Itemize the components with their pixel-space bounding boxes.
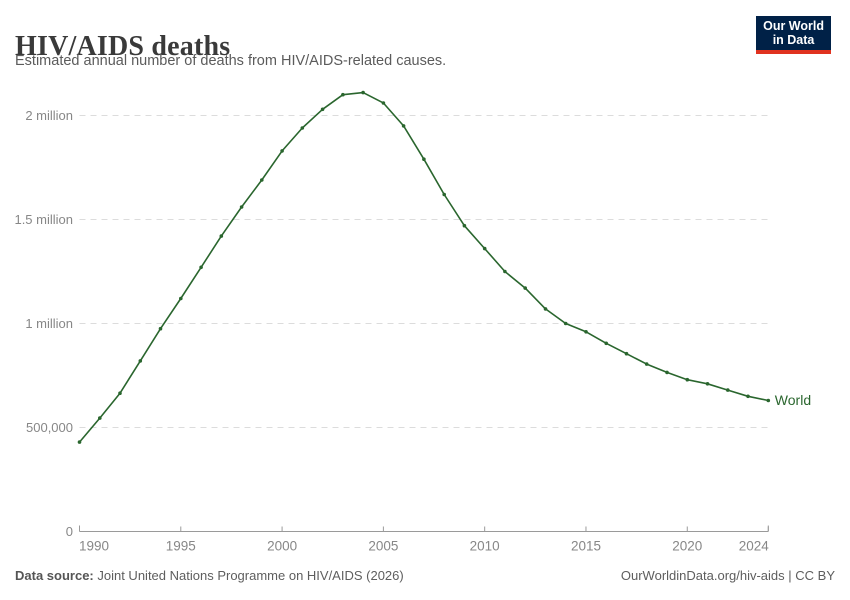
data-point-dot <box>685 377 690 382</box>
data-point-dot <box>563 321 568 326</box>
data-point-dot <box>138 359 143 363</box>
data-point-dot <box>77 440 82 444</box>
y-axis-tick-label: 0 <box>66 524 73 539</box>
data-point-dot <box>341 92 345 97</box>
data-point-dot <box>746 394 750 399</box>
owid-logo[interactable]: Our World in Data <box>756 16 831 54</box>
chart-subtitle: Estimated annual number of deaths from H… <box>15 53 447 69</box>
y-axis-tick-label: 500,000 <box>26 420 73 435</box>
data-source-note: Data source: Joint United Nations Progra… <box>15 568 404 583</box>
data-source-label: Data source: <box>15 568 94 583</box>
data-point-dot <box>543 307 548 311</box>
data-point-dot <box>158 326 163 331</box>
data-point-dot <box>523 286 527 290</box>
y-axis-tick-label: 2 million <box>25 108 73 123</box>
data-point-dot <box>219 234 224 238</box>
x-axis-tick-label: 2024 <box>739 539 770 554</box>
data-point-dot <box>239 205 244 209</box>
y-axis-tick-label: 1.5 million <box>14 212 73 227</box>
x-axis-tick-label: 2000 <box>267 539 297 554</box>
data-point-dot <box>300 126 305 130</box>
x-axis-tick-label: 2015 <box>571 539 601 554</box>
data-point-dot <box>624 351 629 356</box>
data-point-dot <box>644 362 649 366</box>
data-point-dot <box>260 178 264 182</box>
x-axis-tick-label: 2020 <box>672 539 702 554</box>
data-point-dot <box>482 246 487 251</box>
data-point-dot <box>381 101 386 105</box>
page-title: HIV/AIDS deaths <box>15 30 231 62</box>
owid-logo-line1: Our World <box>763 19 824 33</box>
data-point-dot <box>462 223 467 228</box>
series-entity-label: World <box>775 392 811 408</box>
data-source-text: Joint United Nations Programme on HIV/AI… <box>93 568 404 583</box>
data-point-dot <box>179 296 183 301</box>
data-point-dot <box>98 416 102 420</box>
x-axis-tick-label: 2010 <box>470 539 500 554</box>
footer-canonical-link[interactable]: OurWorldinData.org/hiv-aids | CC BY <box>620 568 835 583</box>
data-point-dot <box>118 391 122 396</box>
data-point-dot <box>766 398 771 403</box>
data-point-dot <box>442 192 447 197</box>
data-point-dot <box>726 388 730 392</box>
data-point-dot <box>584 330 588 334</box>
data-point-dot <box>503 269 507 274</box>
data-point-dot <box>604 341 608 346</box>
x-axis-tick-label: 2005 <box>368 539 398 554</box>
y-axis-tick-label: 1 million <box>25 316 73 331</box>
x-axis-tick-label: 1990 <box>79 539 109 554</box>
owid-logo-line2: in Data <box>772 33 815 48</box>
data-point-dot <box>422 157 426 161</box>
x-axis-tick-label: 1995 <box>166 539 196 554</box>
data-point-dot <box>280 149 284 153</box>
data-point-dot <box>199 265 203 270</box>
data-point-dot <box>665 370 669 375</box>
world-series-line <box>78 91 770 443</box>
data-point-dot <box>401 124 406 128</box>
data-point-dot <box>361 90 365 95</box>
data-point-dot <box>705 382 710 386</box>
data-point-dot <box>320 107 325 112</box>
